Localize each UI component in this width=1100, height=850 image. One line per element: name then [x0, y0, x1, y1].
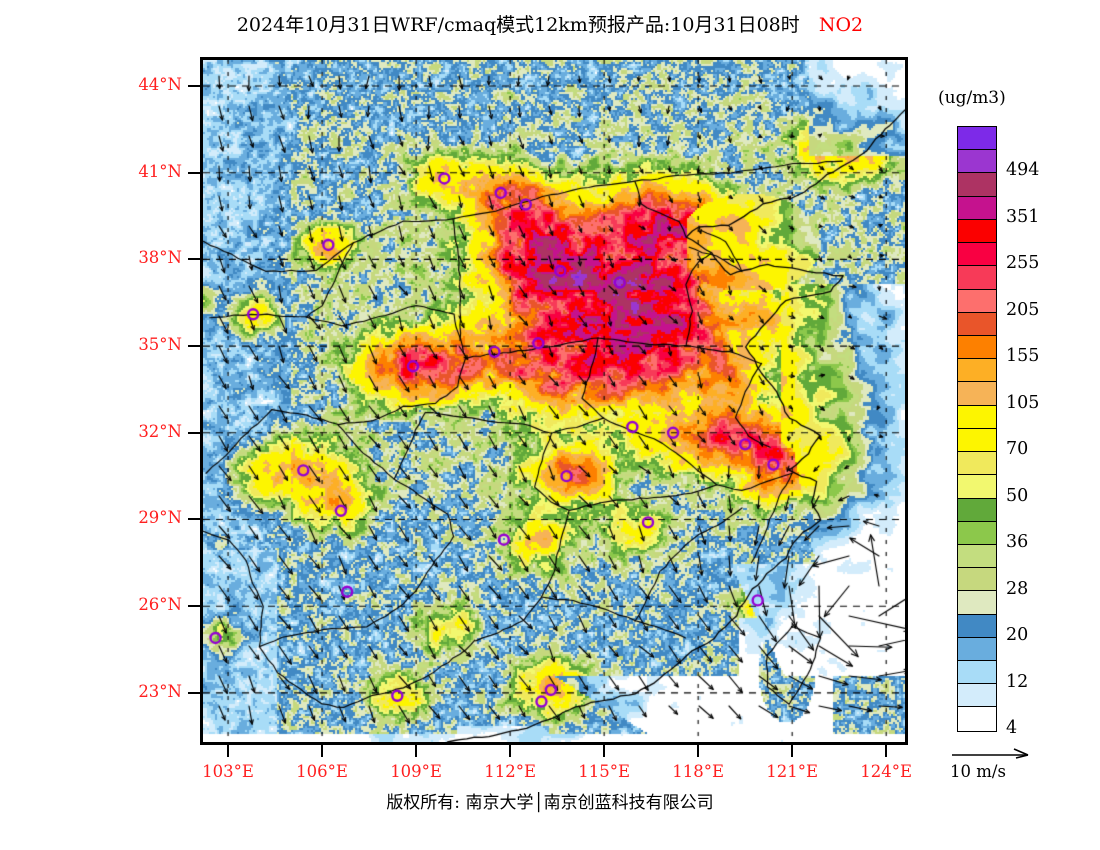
lon-label: 115°E — [578, 762, 631, 781]
colorbar-segment — [958, 707, 996, 731]
colorbar-segment — [958, 127, 996, 151]
species-label: NO2 — [818, 14, 864, 36]
colorbar-segment — [958, 266, 996, 290]
colorbar-segment — [958, 173, 996, 197]
lon-label: 109°E — [390, 762, 442, 781]
colorbar-tick-label: 155 — [1006, 346, 1040, 367]
lon-tick — [885, 745, 888, 757]
colorbar-segment — [958, 568, 996, 592]
lat-label: 35°N — [138, 335, 182, 355]
colorbar-segment — [958, 591, 996, 615]
lon-tick — [509, 745, 512, 757]
lat-tick — [188, 345, 200, 348]
wind-scale-label: 10 m/s — [950, 762, 1006, 781]
forecast-map[interactable] — [200, 57, 908, 745]
colorbar[interactable] — [957, 126, 997, 732]
page-title: 2024年10月31日WRF/cmaq模式12km预报产品:10月31日08时 — [236, 14, 800, 36]
map-canvas[interactable] — [203, 60, 905, 742]
colorbar-tick-label: 36 — [1006, 532, 1029, 553]
colorbar-segment — [958, 521, 996, 545]
lat-label: 23°N — [138, 681, 182, 701]
lat-tick — [188, 691, 200, 694]
title-bar: 2024年10月31日WRF/cmaq模式12km预报产品:10月31日08时 … — [0, 10, 1100, 37]
colorbar-tick-label: 105 — [1006, 392, 1040, 413]
copyright-footer: 版权所有: 南京大学│南京创蓝科技有限公司 — [386, 793, 714, 813]
colorbar-tick-label: 4 — [1006, 718, 1018, 738]
colorbar-segment — [958, 475, 996, 499]
colorbar-segment — [958, 243, 996, 267]
lat-tick — [188, 518, 200, 521]
lon-label: 106°E — [296, 762, 348, 781]
lat-label: 26°N — [138, 595, 182, 615]
colorbar-segment — [958, 335, 996, 360]
lat-label: 41°N — [138, 161, 182, 181]
colorbar-segment — [958, 452, 996, 476]
colorbar-segment — [958, 405, 996, 429]
colorbar-segment — [958, 219, 996, 244]
lon-label: 103°E — [202, 762, 254, 781]
lat-tick — [188, 431, 200, 434]
colorbar-units: (ug/m3) — [938, 88, 1006, 108]
lon-label: 112°E — [484, 762, 537, 781]
colorbar-segment — [958, 196, 996, 220]
colorbar-segment — [958, 661, 996, 685]
lon-tick — [227, 745, 230, 757]
colorbar-tick-label: 494 — [1006, 160, 1040, 181]
lat-tick — [188, 171, 200, 174]
colorbar-tick-label: 20 — [1006, 625, 1029, 646]
colorbar-segment — [958, 382, 996, 406]
lat-label: 32°N — [138, 421, 182, 441]
wind-scale-arrow — [952, 748, 1029, 759]
colorbar-tick-label: 70 — [1006, 439, 1029, 460]
colorbar-tick-label: 50 — [1006, 485, 1029, 506]
colorbar-segment — [958, 312, 996, 336]
colorbar-segment — [958, 614, 996, 638]
colorbar-segment — [958, 289, 996, 313]
colorbar-segment — [958, 498, 996, 522]
lat-label: 44°N — [138, 75, 182, 94]
lon-tick — [603, 745, 606, 757]
lon-tick — [415, 745, 418, 757]
colorbar-tick-label: 12 — [1006, 671, 1029, 692]
lon-tick — [697, 745, 700, 757]
lon-tick — [321, 745, 324, 757]
colorbar-segment — [958, 359, 996, 383]
colorbar-tick-label: 351 — [1006, 206, 1040, 227]
lat-label: 29°N — [138, 508, 182, 528]
lat-tick — [188, 85, 200, 87]
lat-label: 38°N — [138, 248, 182, 268]
colorbar-tick-label: 255 — [1006, 253, 1040, 274]
lon-label: 121°E — [766, 762, 819, 781]
lat-tick — [188, 258, 200, 261]
colorbar-tick-label: 28 — [1006, 578, 1029, 599]
colorbar-tick-label: 205 — [1006, 299, 1040, 320]
lat-tick — [188, 605, 200, 608]
colorbar-segment — [958, 150, 996, 174]
colorbar-segment — [958, 684, 996, 708]
lon-label: 124°E — [860, 762, 913, 781]
colorbar-segment — [958, 637, 996, 662]
colorbar-segment — [958, 428, 996, 453]
lon-tick — [791, 745, 794, 757]
lon-label: 118°E — [672, 762, 725, 781]
colorbar-segment — [958, 544, 996, 569]
